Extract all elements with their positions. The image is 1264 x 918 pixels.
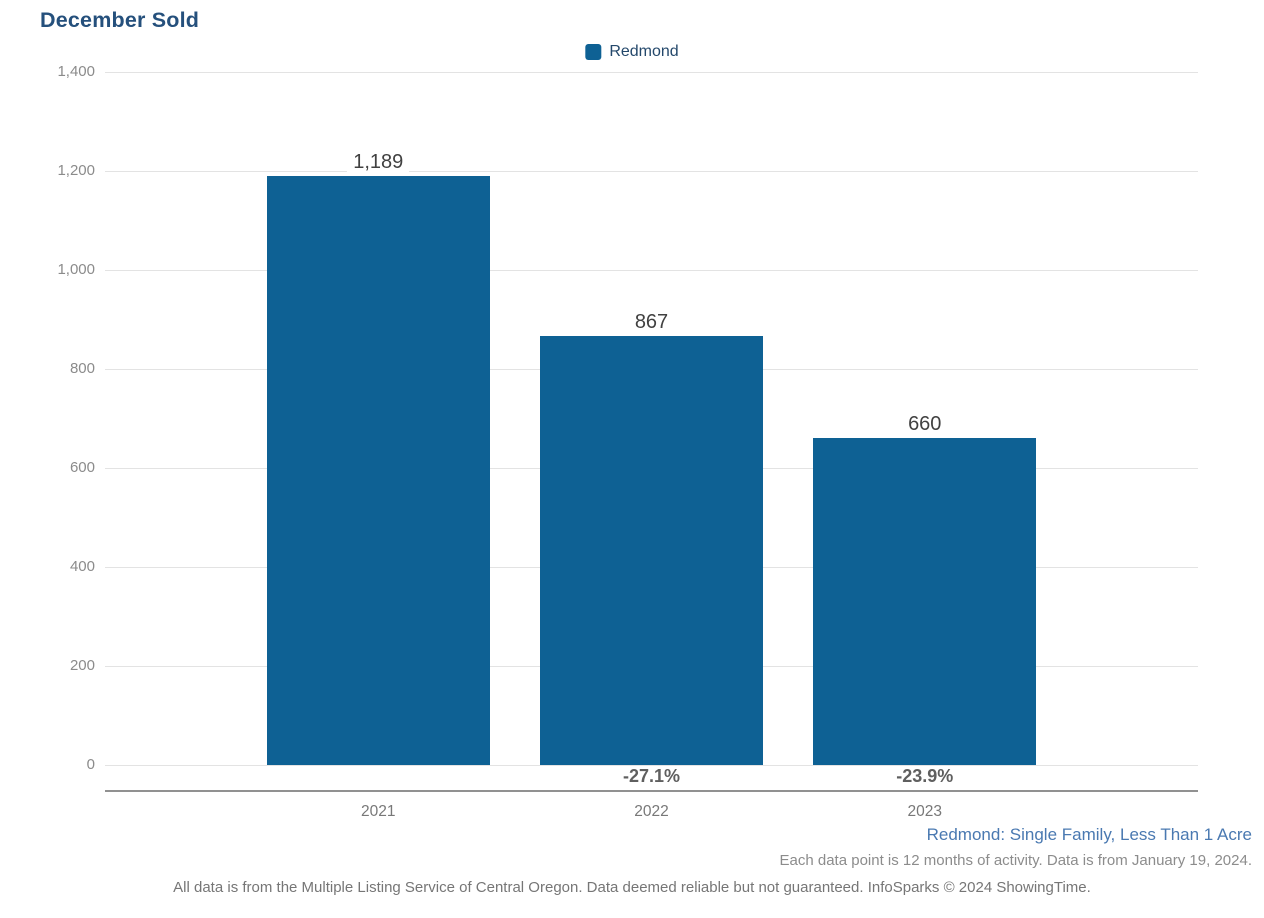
plot-area: 1,189 867 660 [105, 71, 1198, 766]
pct-change-label: -27.1% [622, 766, 681, 786]
x-axis-label: 2021 [361, 803, 396, 820]
bar-value-label: 867 [628, 309, 675, 334]
chart-title: December Sold [40, 8, 200, 32]
y-axis: 0 200 400 600 800 1,000 1,200 1,400 [0, 63, 95, 773]
bar-2023[interactable] [813, 438, 1037, 765]
attribution-note: All data is from the Multiple Listing Se… [173, 879, 1091, 896]
x-axis-line [105, 790, 1198, 792]
y-axis-tick-label: 1,000 [57, 261, 95, 278]
gridline [105, 764, 1198, 766]
x-axis-label: 2022 [634, 803, 669, 820]
y-axis-tick-label: 1,200 [57, 162, 95, 179]
gridline [105, 269, 1198, 271]
y-axis-tick-label: 400 [69, 558, 95, 575]
legend-swatch-redmond [585, 44, 602, 60]
y-axis-tick-label: 600 [69, 459, 95, 476]
x-axis-label: 2023 [907, 803, 942, 820]
y-axis-tick-label: 800 [69, 360, 95, 377]
bar-value-label: 1,189 [347, 150, 410, 175]
y-axis-tick-label: 0 [86, 756, 95, 773]
gridline [105, 170, 1198, 172]
y-axis-tick-label: 200 [69, 657, 95, 674]
bar-value-label: 660 [902, 412, 948, 437]
gridline [105, 71, 1198, 73]
y-axis-tick-label: 1,400 [57, 63, 95, 80]
bar-2022[interactable] [540, 335, 763, 765]
legend: Redmond [585, 43, 679, 61]
bar-2021[interactable] [266, 176, 490, 765]
data-note: Each data point is 12 months of activity… [779, 852, 1252, 869]
series-filter-caption: Redmond: Single Family, Less Than 1 Acre [926, 825, 1252, 844]
pct-change-label: -23.9% [896, 766, 954, 786]
legend-label-redmond: Redmond [609, 43, 679, 60]
